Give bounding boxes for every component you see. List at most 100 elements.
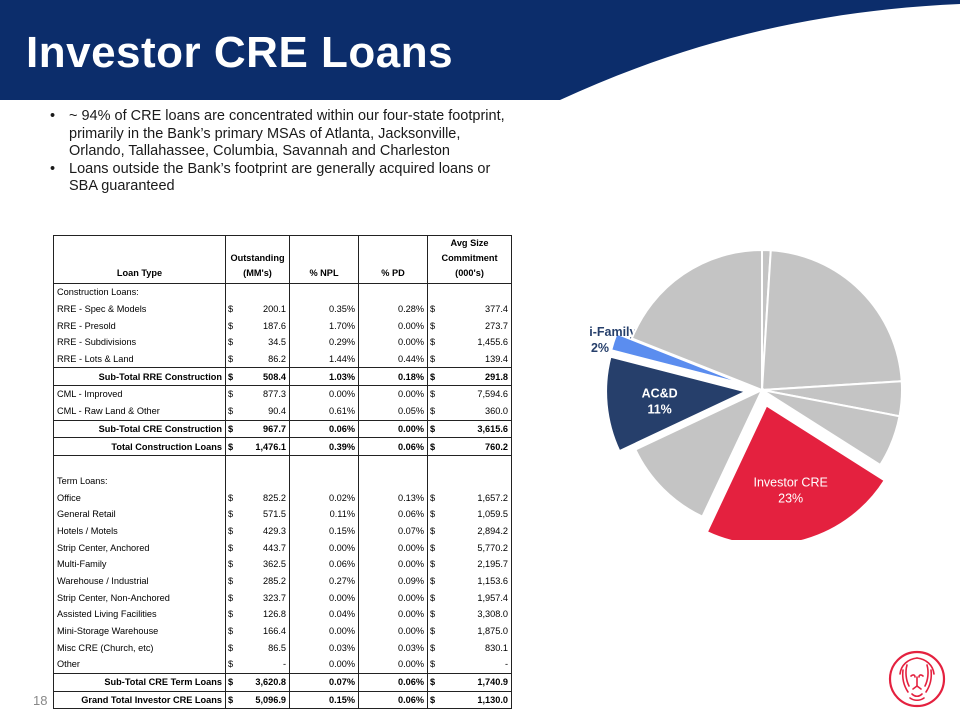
table-cell: [445, 283, 513, 301]
table-cell: [427, 283, 446, 301]
npl-cell: 0.00%: [289, 539, 360, 556]
loan-type-cell: Other: [53, 656, 226, 674]
loan-type-cell: General Retail: [53, 505, 226, 523]
npl-cell: 0.00%: [289, 622, 360, 640]
avg-size-cell: 2,894.2: [445, 522, 513, 540]
loan-type-cell: Mini-Storage Warehouse: [53, 622, 226, 640]
avg-size-cell: 760.2: [445, 437, 513, 456]
pd-cell: 0.07%: [358, 522, 429, 540]
bullet-item: ~ 94% of CRE loans are concentrated with…: [50, 108, 505, 161]
currency-cell: $: [427, 419, 446, 439]
npl-cell: 0.06%: [289, 556, 360, 573]
pie-slice-label: Investor CRE: [754, 476, 828, 490]
loan-type-cell: Grand Total Investor CRE Loans: [53, 690, 226, 710]
currency-cell: $: [427, 556, 446, 573]
table-cell: [358, 283, 429, 301]
outstanding-cell: 508.4: [243, 367, 291, 387]
avg-size-cell: 1,153.6: [445, 572, 513, 590]
loan-type-cell: Sub-Total RRE Construction: [53, 367, 226, 387]
table-row: RRE - Presold $187.6 1.70% 0.00% $273.7: [53, 317, 513, 335]
header-avg-size: Avg Size Commitment (000's): [427, 235, 513, 284]
outstanding-cell: 5,096.9: [243, 690, 291, 710]
pd-cell: 0.28%: [358, 300, 429, 318]
table-row: RRE - Subdivisions $34.5 0.29% 0.00% $1,455.…: [53, 334, 513, 351]
outstanding-cell: 967.7: [243, 419, 291, 439]
avg-size-cell: 360.0: [445, 402, 513, 420]
table-cell: [427, 455, 446, 473]
table-row: Other $ -0.00% 0.00% $ -: [53, 656, 513, 674]
bullet-list: ~ 94% of CRE loans are concentrated with…: [50, 108, 505, 196]
currency-cell: $: [427, 539, 446, 556]
subtotal-row: Sub-Total RRE Construction $508.4 1.03% 0.1…: [53, 367, 513, 387]
pie-slice-label: Multi-Family: [590, 325, 637, 339]
currency-cell: $: [225, 350, 244, 368]
avg-size-cell: 1,657.2: [445, 489, 513, 506]
currency-cell: $: [225, 505, 244, 523]
outstanding-cell: -: [243, 656, 291, 674]
currency-cell: $: [225, 334, 244, 351]
header-loan-type: Loan Type: [53, 235, 226, 284]
currency-cell: $: [427, 622, 446, 640]
npl-cell: 0.06%: [289, 419, 360, 439]
avg-size-cell: 1,957.4: [445, 589, 513, 607]
currency-cell: $: [225, 300, 244, 318]
outstanding-cell: 285.2: [243, 572, 291, 590]
avg-size-cell: 1,740.9: [445, 672, 513, 692]
loan-table: Loan Type Outstanding (MM's) % NPL % PD A…: [53, 235, 513, 710]
pd-cell: 0.00%: [358, 419, 429, 439]
subtotal-row: Sub-Total CRE Construction $967.7 0.06% 0.0…: [53, 419, 513, 439]
currency-cell: $: [225, 639, 244, 657]
npl-cell: 1.03%: [289, 367, 360, 387]
npl-cell: 1.70%: [289, 317, 360, 335]
avg-size-cell: 377.4: [445, 300, 513, 318]
loan-type-cell: Multi-Family: [53, 556, 226, 573]
loan-mix-pie-chart: Investor CRE 23% AC&D 11% Multi-Family 2%: [590, 248, 903, 540]
table-cell: [427, 472, 446, 490]
outstanding-cell: 362.5: [243, 556, 291, 573]
currency-cell: $: [427, 350, 446, 368]
pd-cell: 0.00%: [358, 334, 429, 351]
bullet-item: Loans outside the Bank’s footprint are g…: [50, 161, 505, 196]
currency-cell: $: [225, 367, 244, 387]
currency-cell: $: [427, 672, 446, 692]
outstanding-cell: 571.5: [243, 505, 291, 523]
npl-cell: 0.07%: [289, 672, 360, 692]
table-cell: [445, 455, 513, 473]
currency-cell: $: [427, 639, 446, 657]
pd-cell: 0.00%: [358, 556, 429, 573]
avg-size-cell: 291.8: [445, 367, 513, 387]
loan-type-cell: Sub-Total CRE Construction: [53, 419, 226, 439]
pie-slice-ac-d: [605, 355, 750, 453]
loan-type-cell: CML - Improved: [53, 385, 226, 403]
outstanding-cell: 90.4: [243, 402, 291, 420]
outstanding-cell: 86.2: [243, 350, 291, 368]
pd-cell: 0.13%: [358, 489, 429, 506]
avg-size-cell: -: [445, 656, 513, 674]
table-row: General Retail $571.5 0.11% 0.06% $1,059.5: [53, 505, 513, 523]
grand-total-row: Grand Total Investor CRE Loans $5,096.9 0.…: [53, 690, 513, 710]
table-row: Strip Center, Anchored $443.7 0.00% 0.00% $5…: [53, 539, 513, 556]
currency-cell: $: [427, 589, 446, 607]
pd-cell: 0.06%: [358, 672, 429, 692]
loan-type-cell: Sub-Total CRE Term Loans: [53, 672, 226, 692]
pie-slice: [761, 389, 901, 467]
currency-cell: $: [225, 622, 244, 640]
currency-cell: $: [427, 505, 446, 523]
pie-slice: [633, 387, 765, 519]
currency-cell: $: [427, 317, 446, 335]
table-row: Warehouse / Industrial $285.2 0.27% 0.09% $1…: [53, 572, 513, 590]
table-row: CML - Improved $877.3 0.00% 0.00% $7,594.6: [53, 385, 513, 403]
currency-cell: $: [225, 606, 244, 623]
avg-size-cell: 2,195.7: [445, 556, 513, 573]
npl-cell: 0.00%: [289, 656, 360, 674]
pd-cell: 0.00%: [358, 622, 429, 640]
currency-cell: $: [427, 690, 446, 710]
avg-size-cell: 1,130.0: [445, 690, 513, 710]
npl-cell: 0.02%: [289, 489, 360, 506]
currency-cell: $: [427, 402, 446, 420]
avg-size-cell: 139.4: [445, 350, 513, 368]
outstanding-cell: 323.7: [243, 589, 291, 607]
table-spacer-row: [53, 455, 513, 473]
outstanding-cell: 429.3: [243, 522, 291, 540]
table-row: RRE - Lots & Land $86.2 1.44% 0.44% $139.4: [53, 350, 513, 368]
